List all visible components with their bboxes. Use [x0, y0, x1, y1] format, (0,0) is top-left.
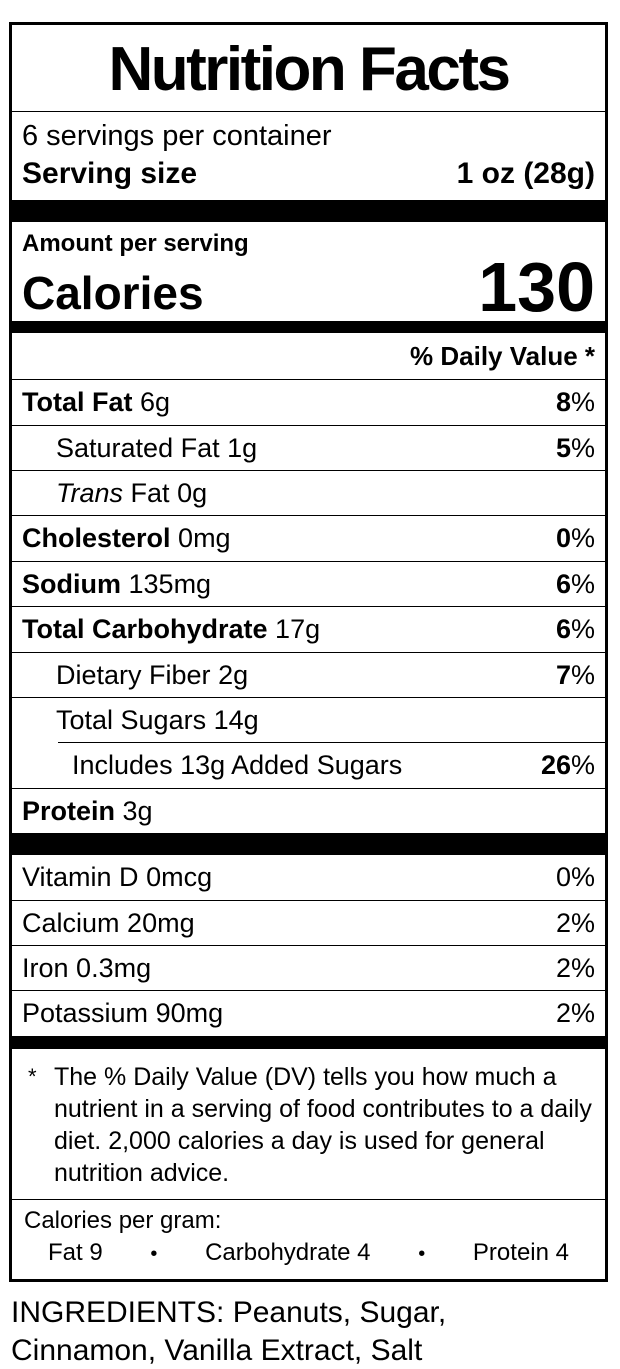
nutrient-amount: 6g	[140, 387, 171, 418]
vitamin-dv: 2%	[555, 998, 595, 1029]
vitamin-row-vitamin-d: Vitamin D 0mcg 0%	[12, 855, 605, 899]
daily-value-footnote: * The % Daily Value (DV) tells you how m…	[12, 1049, 605, 1199]
calories-value: 130	[478, 247, 595, 326]
nutrient-name: Total Sugars	[56, 705, 207, 736]
calories-per-gram-row: Fat 9 • Carbohydrate 4 • Protein 4	[24, 1236, 595, 1268]
nutrient-name: Fat	[130, 478, 170, 509]
nutrient-row-total-sugars: Total Sugars 14g	[12, 697, 605, 742]
vitamin-name: Iron	[22, 952, 69, 983]
nutrient-dv: 7%	[555, 659, 595, 690]
cpg-fat: Fat 9	[48, 1238, 103, 1266]
ingredients-statement: INGREDIENTS: Peanuts, Sugar, Cinnamon, V…	[11, 1296, 447, 1367]
cpg-carbohydrate: Carbohydrate 4	[205, 1238, 371, 1266]
calories-label: Calories	[22, 267, 204, 319]
label-title: Nutrition Facts	[12, 25, 605, 112]
nutrient-amount: 17g	[275, 614, 321, 645]
nutrient-amount: 3g	[122, 795, 153, 826]
nutrient-dv: 26%	[540, 750, 595, 781]
serving-size-row: Serving size 1 oz (28g)	[12, 154, 605, 200]
nutrient-name: Sodium	[22, 568, 121, 599]
vitamin-dv: 2%	[555, 952, 595, 983]
nutrient-row-added-sugars: Includes 13g Added Sugars 26%	[58, 742, 605, 787]
nutrient-name: Saturated Fat	[56, 432, 220, 463]
nutrient-row-protein: Protein 3g	[12, 787, 605, 833]
vitamin-amount: 0.3mg	[76, 952, 152, 983]
vitamin-dv: 0%	[555, 862, 595, 893]
vitamin-name: Vitamin D	[22, 862, 139, 893]
daily-value-header: % Daily Value *	[410, 341, 595, 372]
nutrient-row-total-carbohydrate: Total Carbohydrate 17g 6%	[12, 606, 605, 651]
footnote-text: The % Daily Value (DV) tells you how muc…	[54, 1062, 592, 1187]
serving-size-label: Serving size	[22, 156, 198, 190]
vitamin-amount: 90mg	[155, 998, 224, 1029]
nutrient-dv: 6%	[555, 614, 595, 645]
nutrient-dv: 6%	[555, 568, 595, 599]
nutrient-row-saturated-fat: Saturated Fat 1g 5%	[12, 424, 605, 470]
nutrient-name: Total Carbohydrate	[22, 614, 268, 645]
nutrient-dv: 0%	[555, 523, 595, 554]
nutrient-dv: 8%	[555, 387, 595, 418]
footnote-asterisk: *	[28, 1063, 37, 1089]
cpg-protein: Protein 4	[472, 1238, 569, 1266]
nutrient-dv: 5%	[555, 432, 595, 463]
nutrient-name: Protein	[22, 795, 116, 826]
vitamin-name: Potassium	[22, 998, 149, 1029]
divider-medium-calories	[12, 321, 605, 334]
divider-bottom-vitamins	[12, 1035, 605, 1049]
nutrient-amount: 0mg	[178, 523, 231, 554]
nutrient-name: Includes 13g Added Sugars	[72, 750, 403, 781]
serving-size-value: 1 oz (28g)	[456, 156, 595, 190]
cpg-bullet-2: •	[418, 1242, 426, 1265]
vitamin-row-potassium: Potassium 90mg 2%	[12, 990, 605, 1035]
vitamin-dv: 2%	[555, 907, 595, 938]
nutrient-name: Dietary Fiber	[56, 659, 211, 690]
nutrient-row-sodium: Sodium 135mg 6%	[12, 560, 605, 606]
nutrient-row-trans-fat: Trans Fat 0g	[12, 470, 605, 515]
cpg-bullet-1: •	[150, 1242, 158, 1265]
nutrient-amount: 14g	[213, 705, 259, 736]
vitamin-row-calcium: Calcium 20mg 2%	[12, 899, 605, 945]
nutrient-row-total-fat: Total Fat 6g 8%	[12, 379, 605, 424]
nutrient-name-italic: Trans	[56, 478, 124, 509]
nutrient-row-cholesterol: Cholesterol 0mg 0%	[12, 515, 605, 560]
vitamin-name: Calcium	[22, 907, 120, 938]
nutrient-name: Total Fat	[22, 387, 133, 418]
nutrition-facts-label: Nutrition Facts 6 servings per container…	[9, 22, 608, 1283]
nutrient-amount: 2g	[218, 659, 249, 690]
vitamin-row-iron: Iron 0.3mg 2%	[12, 944, 605, 990]
servings-per-container: 6 servings per container	[22, 120, 332, 152]
calories-per-gram-section: Calories per gram: Fat 9 • Carbohydrate …	[12, 1198, 605, 1280]
vitamin-amount: 0mcg	[146, 862, 213, 893]
nutrient-amount: 135mg	[128, 568, 212, 599]
calories-row: Calories 130	[12, 247, 605, 326]
divider-thick-protein	[12, 833, 605, 856]
nutrient-name: Cholesterol	[22, 523, 171, 554]
nutrient-row-dietary-fiber: Dietary Fiber 2g 7%	[12, 651, 605, 697]
amount-per-serving-label: Amount per serving	[22, 229, 249, 257]
nutrient-amount: 1g	[227, 432, 258, 463]
calories-per-gram-heading: Calories per gram:	[24, 1206, 222, 1234]
vitamin-amount: 20mg	[127, 907, 195, 938]
divider-thick-top	[12, 199, 605, 222]
nutrient-amount: 0g	[177, 478, 208, 509]
